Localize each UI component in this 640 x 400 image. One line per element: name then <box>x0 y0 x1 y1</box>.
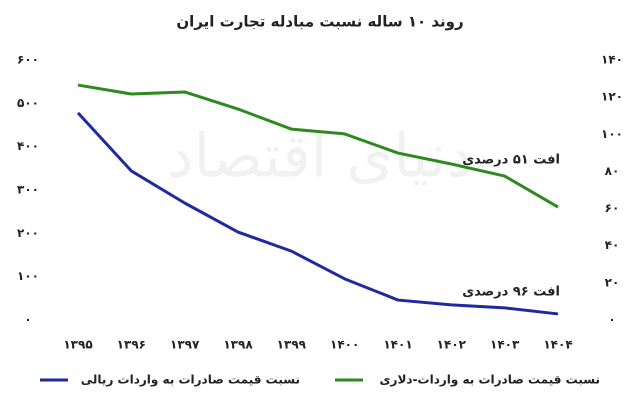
x-tick-label: ۱۳۹۹ <box>277 338 307 352</box>
y2-tick-label: ۱۲۰ <box>601 90 623 104</box>
y-tick-label: ۵۰۰ <box>17 96 39 110</box>
data-line <box>76 111 559 316</box>
x-tick-label: ۱۳۹۷ <box>170 338 200 352</box>
annotation: افت ۹۶ درصدی <box>462 285 560 300</box>
chart-title: روند ۱۰ ساله نسبت مبادله تجارت ایران <box>176 13 463 31</box>
x-tick-label: ۱۴۰۲ <box>437 338 467 352</box>
y-tick-label: ۴۰۰ <box>17 139 39 153</box>
x-tick-label: ۱۴۰۴ <box>543 338 572 352</box>
y-tick-label: ۰ <box>24 313 31 327</box>
annotation: افت ۵۱ درصدی <box>462 153 560 168</box>
x-tick-label: ۱۳۹۵ <box>63 338 92 352</box>
x-tick-label: ۱۳۹۶ <box>117 338 146 352</box>
x-tick-label: ۱۴۰۰ <box>330 338 359 352</box>
y-tick-label: ۱۰۰ <box>17 269 39 283</box>
y2-tick-label: ۱۴۰ <box>601 53 623 67</box>
legend-label: نسبت قیمت صادرات به واردات ریالی <box>81 373 300 388</box>
x-tick-label: ۱۴۰۱ <box>383 338 412 352</box>
data-line <box>77 83 559 209</box>
x-tick-label: ۱۴۰۳ <box>490 338 520 352</box>
y2-tick-label: ۶۰ <box>605 201 620 215</box>
x-tick-label: ۱۳۹۸ <box>223 338 253 352</box>
y-tick-label: ۶۰۰ <box>17 53 39 67</box>
y-tick-label: ۳۰۰ <box>17 183 39 197</box>
y2-tick-label: ۸۰ <box>605 164 620 178</box>
y2-tick-label: ۴۰ <box>605 238 620 252</box>
y-tick-label: ۲۰۰ <box>17 226 39 240</box>
y2-tick-label: ۱۰۰ <box>601 127 623 141</box>
y2-tick-label: ۰ <box>608 313 615 327</box>
legend-label: نسبت قیمت صادرات به واردات-دلاری <box>380 373 600 388</box>
y2-tick-label: ۲۰ <box>605 275 620 289</box>
